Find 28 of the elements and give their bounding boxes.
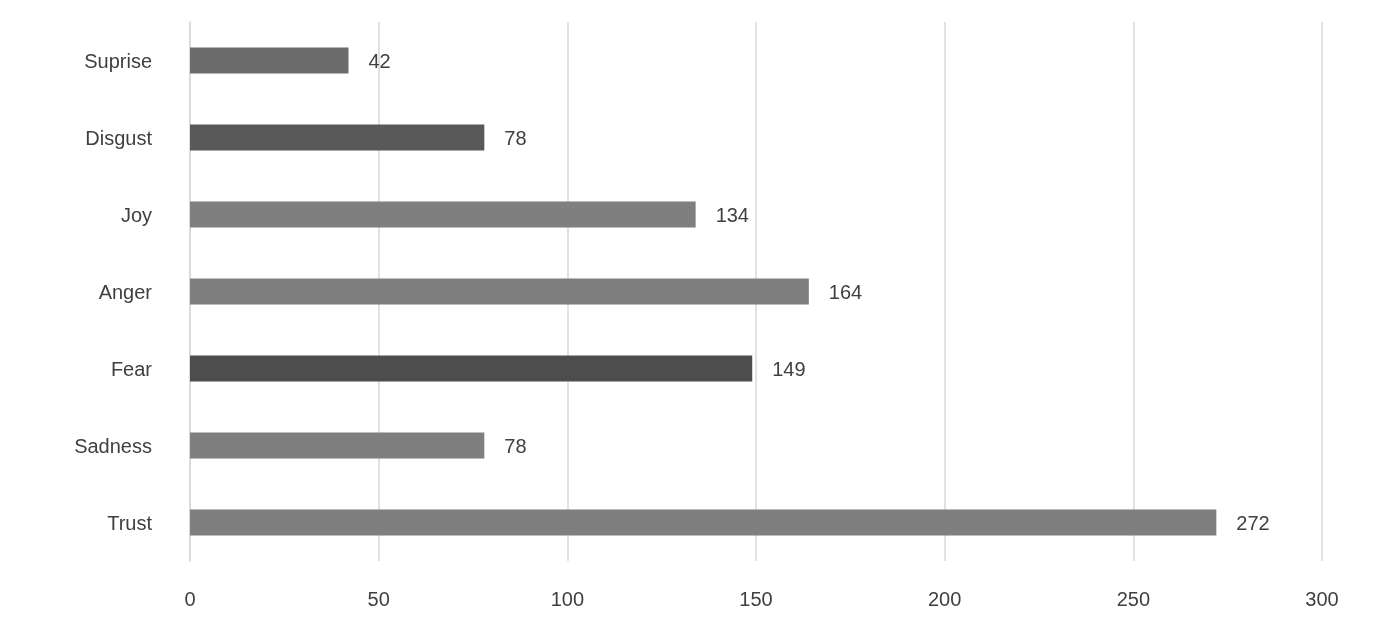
- y-tick-label: Trust: [107, 511, 153, 534]
- data-label: 42: [368, 49, 391, 72]
- bar: [190, 432, 485, 459]
- bar: [190, 278, 809, 305]
- data-label: 149: [772, 357, 806, 380]
- bar: [190, 509, 1217, 536]
- x-tick-label: 0: [184, 588, 196, 610]
- y-tick-label: Suprise: [84, 49, 152, 72]
- y-tick-label: Disgust: [85, 126, 153, 149]
- data-label: 272: [1236, 511, 1270, 534]
- data-label: 134: [715, 203, 749, 226]
- x-tick-label: 50: [367, 588, 390, 610]
- x-tick-label: 300: [1305, 588, 1339, 610]
- data-label: 78: [504, 126, 527, 149]
- y-tick-label: Joy: [120, 203, 152, 226]
- bar: [190, 201, 696, 228]
- bar: [190, 47, 349, 74]
- x-tick-label: 200: [927, 588, 962, 610]
- x-tick-label: 150: [739, 588, 773, 610]
- y-tick-label: Fear: [110, 357, 153, 380]
- y-tick-label: Sadness: [74, 434, 152, 457]
- x-tick-label: 250: [1116, 588, 1151, 610]
- data-label: 164: [828, 280, 863, 303]
- bar: [190, 355, 753, 382]
- x-tick-label: 100: [550, 588, 585, 610]
- data-label: 78: [504, 434, 527, 457]
- y-tick-label: Anger: [98, 280, 153, 303]
- bar: [190, 124, 485, 151]
